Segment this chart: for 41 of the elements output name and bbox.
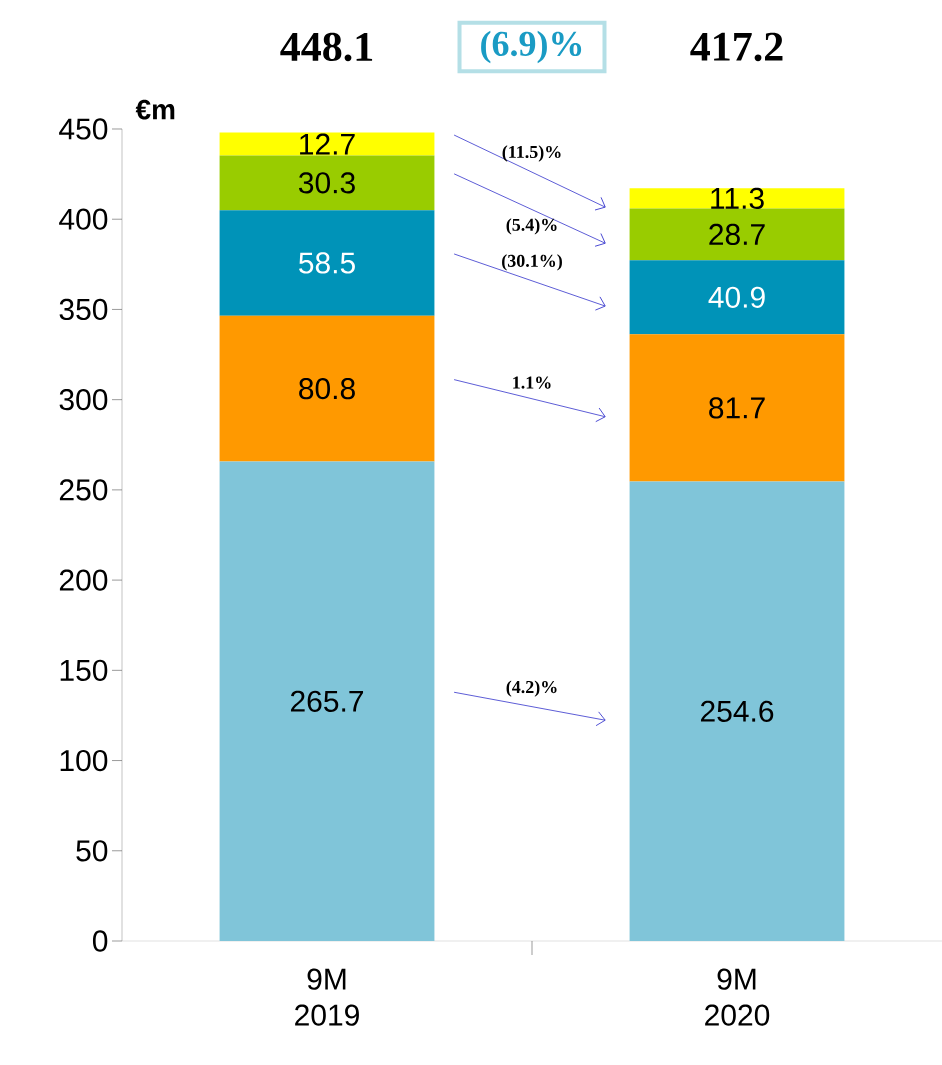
y-axis-title: €m: [135, 99, 175, 120]
data-label: 28.7: [709, 223, 765, 246]
bar: [219, 132, 435, 156]
bar: [219, 210, 435, 316]
bar: [219, 461, 435, 941]
y-tick-label: 150: [60, 659, 108, 681]
y-tick-label: 350: [59, 298, 108, 321]
y-tick-label: 100: [60, 749, 108, 772]
data-label: 40.9: [708, 286, 765, 308]
annotation: 1.1%: [513, 376, 551, 389]
y-tick-label: 250: [59, 479, 108, 501]
total-label: 417.2: [690, 32, 783, 62]
bar: [629, 481, 845, 941]
x-tick-label: 9M 2020: [705, 968, 770, 1026]
y-tick-label: 300: [59, 389, 108, 411]
bar: [629, 260, 845, 335]
annotation: (5.4)%: [506, 218, 557, 235]
bar: [629, 188, 845, 209]
y-tick-label: 450: [59, 118, 108, 140]
annotation: (4.2)%: [506, 680, 557, 697]
y-tick-label: 0: [92, 930, 108, 952]
data-label: 30.3: [298, 172, 355, 194]
annotation: (30.1%): [502, 254, 562, 271]
data-label: 12.7: [300, 133, 355, 155]
data-label: 80.8: [299, 378, 355, 400]
y-tick-label: 400: [59, 208, 108, 230]
annotation: (11.5)%: [502, 145, 561, 162]
text: (6.9)%: [481, 30, 582, 64]
data-label: 254.6: [700, 700, 774, 722]
bar: [629, 334, 845, 482]
bar: [629, 208, 845, 261]
bar: [219, 315, 435, 462]
data-label: 58.5: [299, 252, 355, 274]
data-label: 265.7: [290, 690, 364, 712]
data-label: 11.3: [711, 187, 764, 209]
total-label: 448.1: [280, 32, 373, 62]
data-label: 81.7: [709, 397, 765, 419]
x-tick-label: 9M 2019: [295, 968, 359, 1026]
y-tick-label: 50: [76, 840, 108, 862]
y-tick-label: 200: [59, 569, 108, 591]
bar: [219, 155, 435, 211]
